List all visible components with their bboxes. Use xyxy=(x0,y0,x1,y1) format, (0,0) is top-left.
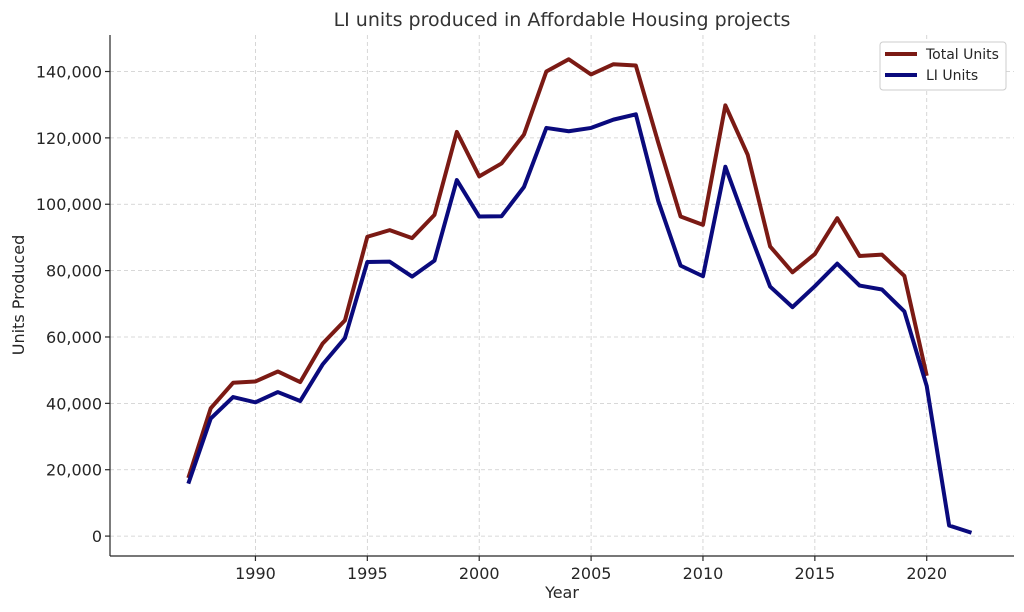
y-tick-label: 20,000 xyxy=(46,461,102,480)
series-layer xyxy=(186,57,973,535)
y-tick-label: 40,000 xyxy=(46,394,102,413)
x-tick-label: 1990 xyxy=(235,564,276,583)
x-tick-label: 2000 xyxy=(459,564,500,583)
y-tick-label: 80,000 xyxy=(46,262,102,281)
legend-label-li-units: LI Units xyxy=(926,68,978,84)
y-tick-label: 140,000 xyxy=(36,63,102,82)
x-tick-label: 2010 xyxy=(683,564,724,583)
x-tick-label: 2020 xyxy=(906,564,947,583)
x-axis-ticks: 1990 1995 2000 2005 2010 2015 2020 xyxy=(235,556,947,583)
y-tick-label: 120,000 xyxy=(36,129,102,148)
y-tick-label: 60,000 xyxy=(46,328,102,347)
x-axis-title: Year xyxy=(544,583,579,602)
x-tick-label: 2005 xyxy=(571,564,612,583)
y-axis-ticks: 0 20,000 40,000 60,000 80,000 100,000 120,000 1… xyxy=(36,63,110,546)
y-axis-title: Units Produced xyxy=(9,235,28,355)
y-tick-label: 100,000 xyxy=(36,195,102,214)
legend-label-total-units: Total Units xyxy=(925,47,999,63)
series-line-total-units xyxy=(186,57,929,479)
x-tick-label: 1995 xyxy=(347,564,388,583)
y-tick-label: 0 xyxy=(92,527,102,546)
series-line-li-units xyxy=(186,112,973,535)
chart-title: LI units produced in Affordable Housing … xyxy=(334,9,791,31)
gridlines xyxy=(110,35,1014,556)
x-tick-label: 2015 xyxy=(794,564,835,583)
legend: Total Units LI Units xyxy=(879,41,1007,91)
